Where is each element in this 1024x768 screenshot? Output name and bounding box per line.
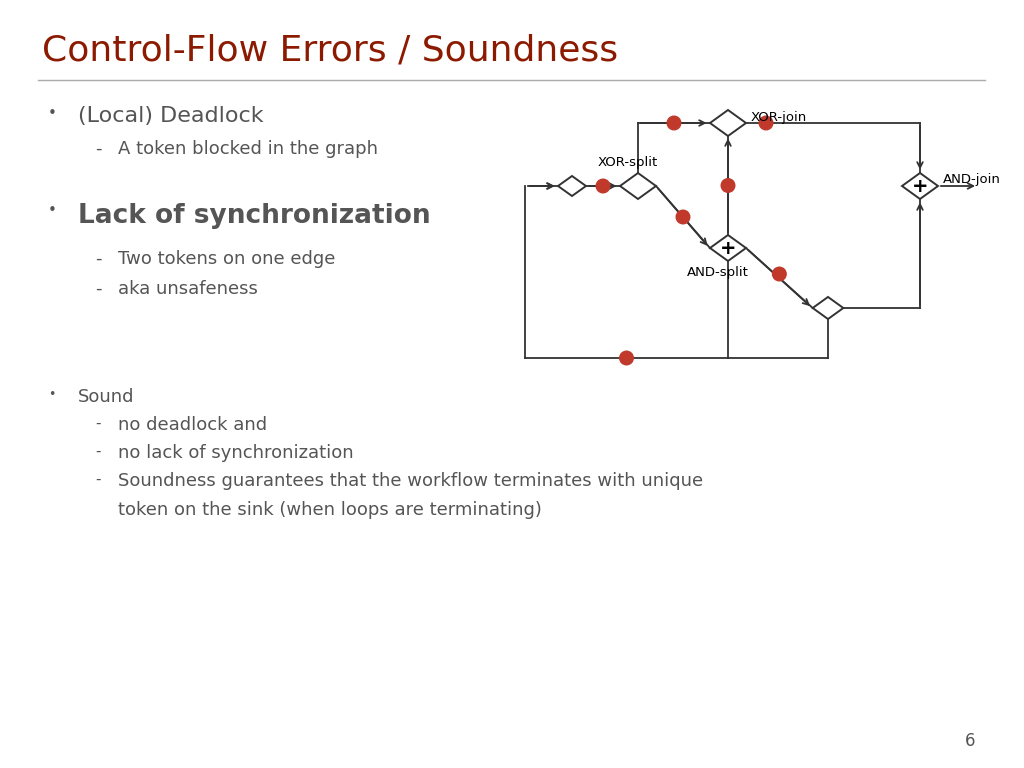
Text: (Local) Deadlock: (Local) Deadlock (78, 106, 263, 126)
Polygon shape (558, 176, 586, 196)
Text: Sound: Sound (78, 388, 134, 406)
Polygon shape (710, 235, 746, 261)
Circle shape (772, 267, 786, 281)
Text: -: - (95, 472, 100, 487)
Text: Lack of synchronization: Lack of synchronization (78, 203, 431, 229)
Text: no lack of synchronization: no lack of synchronization (118, 444, 353, 462)
Text: -: - (95, 280, 101, 298)
Text: -: - (95, 416, 100, 431)
Text: •: • (48, 388, 55, 401)
Text: -: - (95, 140, 101, 158)
Circle shape (676, 210, 690, 223)
Text: XOR-split: XOR-split (598, 156, 658, 169)
Text: +: + (911, 177, 928, 196)
Text: aka unsafeness: aka unsafeness (118, 280, 258, 298)
Text: token on the sink (when loops are terminating): token on the sink (when loops are termin… (118, 501, 542, 519)
Text: +: + (720, 239, 736, 257)
Text: AND-join: AND-join (943, 174, 1000, 187)
Polygon shape (710, 110, 746, 136)
Text: no deadlock and: no deadlock and (118, 416, 267, 434)
Circle shape (721, 179, 735, 192)
Text: Control-Flow Errors / Soundness: Control-Flow Errors / Soundness (42, 33, 618, 67)
Circle shape (596, 179, 610, 193)
Circle shape (759, 116, 773, 130)
Text: •: • (48, 203, 57, 218)
Circle shape (620, 351, 633, 365)
Text: -: - (95, 444, 100, 459)
Text: Two tokens on one edge: Two tokens on one edge (118, 250, 336, 268)
Polygon shape (620, 173, 656, 199)
Text: •: • (48, 106, 57, 121)
Polygon shape (813, 297, 844, 319)
Polygon shape (902, 173, 938, 199)
Text: XOR-join: XOR-join (751, 111, 807, 124)
Text: 6: 6 (965, 732, 975, 750)
Circle shape (668, 116, 681, 130)
Text: -: - (95, 250, 101, 268)
Text: AND-split: AND-split (687, 266, 749, 279)
Text: Soundness guarantees that the workflow terminates with unique: Soundness guarantees that the workflow t… (118, 472, 703, 490)
Text: A token blocked in the graph: A token blocked in the graph (118, 140, 378, 158)
